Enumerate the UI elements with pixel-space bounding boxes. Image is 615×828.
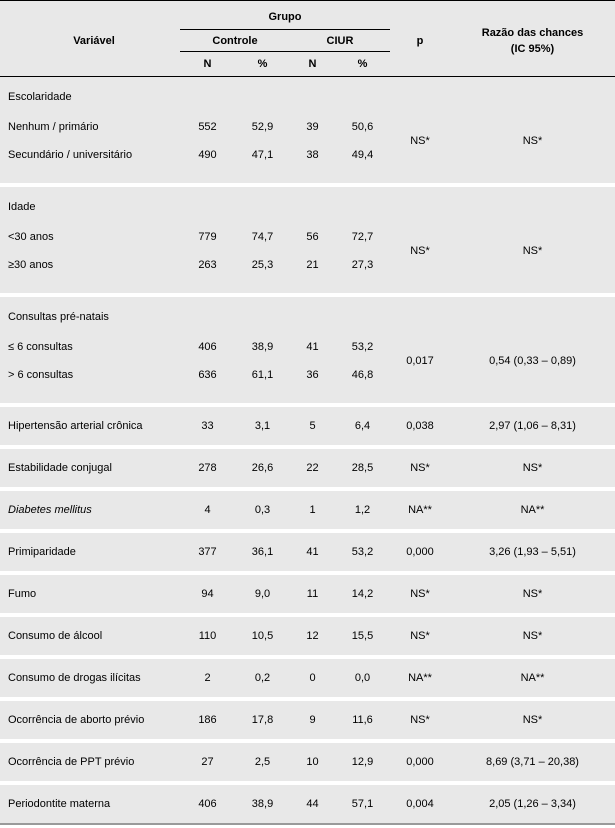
odds-ratio: 2,05 (1,26 – 3,34) <box>450 785 615 824</box>
p-value: NS* <box>390 575 450 613</box>
header-razao: Razão das chances (IC 95%) <box>450 1 615 77</box>
odds-ratio: 3,26 (1,93 – 5,51) <box>450 533 615 571</box>
p-value: 0,000 <box>390 533 450 571</box>
header-ciur: CIUR <box>290 30 390 52</box>
header-controle: Controle <box>180 30 290 52</box>
odds-ratio: NS* <box>450 113 615 169</box>
row-label: ≥30 anos <box>0 251 180 279</box>
section-title: Idade <box>0 187 615 223</box>
row-label: Consumo de álcool <box>0 617 180 655</box>
p-value: 0,000 <box>390 743 450 781</box>
odds-ratio: NS* <box>450 701 615 739</box>
section-title: Consultas pré-natais <box>0 297 615 333</box>
table-header: Variável Grupo p Razão das chances (IC 9… <box>0 1 615 77</box>
odds-ratio: 8,69 (3,71 – 20,38) <box>450 743 615 781</box>
p-value: NA** <box>390 659 450 697</box>
odds-ratio: NA** <box>450 491 615 529</box>
section-title: Escolaridade <box>0 77 615 114</box>
header-variavel: Variável <box>0 1 180 77</box>
p-value: NS* <box>390 449 450 487</box>
row-label: Hipertensão arterial crônica <box>0 407 180 445</box>
odds-ratio: NA** <box>450 659 615 697</box>
row-label: Secundário / universitário <box>0 141 180 169</box>
table-body: EscolaridadeNenhum / primário55252,93950… <box>0 77 615 825</box>
header-pct1: % <box>235 52 290 77</box>
row-label: Fumo <box>0 575 180 613</box>
header-n1: N <box>180 52 235 77</box>
header-pct2: % <box>335 52 390 77</box>
row-label: Ocorrência de PPT prévio <box>0 743 180 781</box>
row-label: Primiparidade <box>0 533 180 571</box>
header-n2: N <box>290 52 335 77</box>
odds-ratio: 2,97 (1,06 – 8,31) <box>450 407 615 445</box>
row-label: > 6 consultas <box>0 361 180 389</box>
odds-ratio: NS* <box>450 449 615 487</box>
header-p: p <box>390 1 450 77</box>
odds-ratio: NS* <box>450 617 615 655</box>
header-grupo: Grupo <box>180 1 390 30</box>
p-value: 0,004 <box>390 785 450 824</box>
row-label: <30 anos <box>0 223 180 251</box>
p-value: 0,017 <box>390 333 450 389</box>
odds-ratio: 0,54 (0,33 – 0,89) <box>450 333 615 389</box>
header-razao-line2: (IC 95%) <box>450 43 615 55</box>
row-label: Periodontite materna <box>0 785 180 824</box>
row-label: Diabetes mellitus <box>0 491 180 529</box>
row-label: ≤ 6 consultas <box>0 333 180 361</box>
p-value: NS* <box>390 223 450 279</box>
row-label: Ocorrência de aborto prévio <box>0 701 180 739</box>
p-value: 0,038 <box>390 407 450 445</box>
row-label: Nenhum / primário <box>0 113 180 141</box>
p-value: NA** <box>390 491 450 529</box>
row-label: Estabilidade conjugal <box>0 449 180 487</box>
row-label: Consumo de drogas ilícitas <box>0 659 180 697</box>
odds-ratio: NS* <box>450 223 615 279</box>
odds-ratio: NS* <box>450 575 615 613</box>
header-razao-line1: Razão das chances <box>450 27 615 39</box>
data-table: Variável Grupo p Razão das chances (IC 9… <box>0 0 615 825</box>
p-value: NS* <box>390 701 450 739</box>
p-value: NS* <box>390 113 450 169</box>
p-value: NS* <box>390 617 450 655</box>
